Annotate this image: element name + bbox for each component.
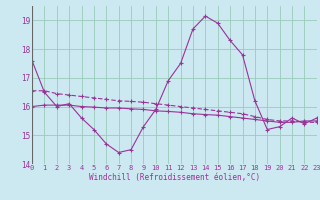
X-axis label: Windchill (Refroidissement éolien,°C): Windchill (Refroidissement éolien,°C) [89, 173, 260, 182]
